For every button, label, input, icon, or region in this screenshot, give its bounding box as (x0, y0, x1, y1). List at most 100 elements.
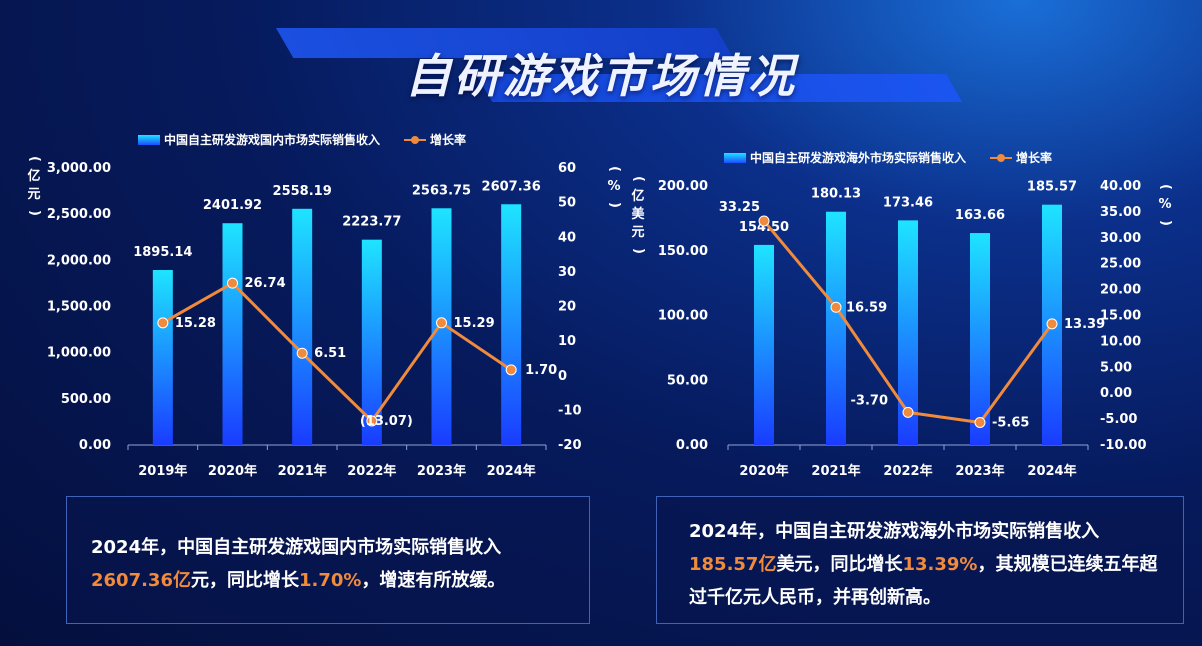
growth-rate-point (366, 415, 378, 427)
legend-chart-domestic: 中国自主研发游戏国内市场实际销售收入 增长率 (138, 131, 466, 148)
x-tick-label: 2021年 (811, 463, 860, 479)
legend-line-swatch (404, 135, 427, 144)
growth-rate-point (227, 277, 238, 289)
bar (826, 211, 846, 445)
growth-rate-point (974, 416, 986, 428)
y-axis-unit-left: (亿元) (27, 156, 42, 216)
y-tick-label-right: 25.00 (1100, 257, 1141, 272)
y-tick-label-left: 100.00 (658, 309, 708, 324)
legend-bar-label: 中国自主研发游戏海外市场实际销售收入 (750, 151, 967, 165)
y-axis-unit-right: (%) (1158, 184, 1173, 226)
y-tick-label-right: 10.00 (1100, 334, 1141, 349)
caption-highlight: 13.39% (902, 554, 978, 575)
caption-highlight: 185.57亿 (689, 554, 777, 575)
growth-rate-label: -3.70 (851, 393, 888, 408)
y-tick-label-left: 0.00 (676, 438, 708, 453)
bar-value-label: 180.13 (811, 187, 861, 202)
bar (152, 270, 173, 445)
legend-bar-swatch (138, 134, 160, 145)
bar (898, 220, 918, 445)
y-tick-label-right: 15.00 (1100, 309, 1141, 324)
y-tick-label-left: 200.00 (658, 179, 708, 194)
y-tick-label-right: 20 (558, 300, 576, 315)
y-tick-label-right: 40 (558, 230, 576, 245)
y-tick-label-left: 1,500.00 (47, 300, 111, 315)
growth-rate-point (830, 301, 842, 313)
y-tick-label-right: 10 (558, 334, 576, 349)
y-tick-label-right: -10.00 (1100, 438, 1147, 453)
growth-rate-point (902, 406, 914, 418)
legend-line-swatch (990, 153, 1013, 162)
growth-rate-label: 16.59 (846, 300, 887, 315)
legend-chart-overseas: 中国自主研发游戏海外市场实际销售收入 增长率 (724, 149, 1052, 166)
y-tick-label-left: 3,000.00 (47, 161, 111, 176)
caption-highlight: 2607.36亿 (91, 570, 191, 591)
x-tick-label: 2023年 (955, 463, 1004, 479)
legend-bar-label: 中国自主研发游戏国内市场实际销售收入 (164, 133, 381, 147)
bar-value-label: 163.66 (955, 208, 1005, 223)
bar-value-label: 2563.75 (412, 183, 471, 198)
y-tick-label-right: 35.00 (1100, 205, 1141, 220)
x-tick-label: 2021年 (278, 463, 327, 479)
y-axis-unit-left: (亿美元) (631, 176, 646, 254)
y-tick-label-right: 50 (558, 196, 576, 211)
y-tick-label-right: 30.00 (1100, 231, 1141, 246)
y-axis-unit-right: (%) (607, 166, 622, 208)
caption-text: ，增速有所放缓。 (361, 570, 506, 591)
legend-line-label: 增长率 (1016, 151, 1053, 165)
y-tick-label-left: 150.00 (658, 244, 708, 259)
bar (501, 204, 522, 445)
bar (292, 208, 313, 445)
growth-rate-point (1046, 318, 1058, 330)
y-tick-label-left: 500.00 (61, 392, 111, 407)
x-tick-label: 2022年 (883, 463, 932, 479)
caption-text: 美元，同比增长 (776, 554, 903, 575)
bar-value-label: 2607.36 (482, 179, 541, 194)
y-tick-label-left: 1,000.00 (47, 346, 111, 361)
caption-text: 2024年，中国自主研发游戏国内市场实际销售收入 (91, 537, 502, 558)
caption-domestic: 2024年，中国自主研发游戏国内市场实际销售收入 2607.36亿元，同比增长1.… (66, 496, 590, 624)
y-tick-label-left: 0.00 (79, 438, 111, 453)
growth-rate-label: 13.39 (1064, 317, 1105, 332)
y-tick-label-right: 0.00 (1100, 386, 1132, 401)
growth-rate-label: 33.25 (719, 200, 760, 215)
growth-rate-label: (13.07) (360, 414, 413, 429)
x-tick-label: 2020年 (739, 463, 788, 479)
y-tick-label-right: 60 (558, 161, 576, 176)
y-tick-label-left: 2,000.00 (47, 253, 111, 268)
bar (970, 233, 990, 445)
bar (222, 223, 243, 445)
growth-rate-label: -5.65 (992, 415, 1029, 430)
bar-value-label: 173.46 (883, 195, 933, 210)
growth-rate-label: 26.74 (245, 276, 286, 291)
growth-rate-point (505, 364, 517, 376)
bar-value-label: 2401.92 (203, 198, 262, 213)
y-tick-label-right: 5.00 (1100, 360, 1132, 375)
bar-value-label: 154.50 (739, 220, 789, 235)
y-tick-label-left: 50.00 (667, 373, 708, 388)
growth-rate-label: 6.51 (314, 346, 346, 361)
legend-bar-swatch (724, 152, 746, 163)
page-title: 自研游戏市场情况 (405, 49, 797, 103)
growth-rate-point (296, 347, 308, 359)
caption-text: ，其规模已连续五年超过千亿元人民币，并再创新高。 (689, 554, 1158, 608)
y-tick-label-right: 20.00 (1100, 283, 1141, 298)
x-tick-label: 2022年 (347, 463, 396, 479)
x-tick-label: 2020年 (208, 463, 257, 479)
x-tick-label: 2024年 (1027, 463, 1076, 479)
y-tick-label-right: 30 (558, 265, 576, 280)
growth-rate-point (758, 215, 770, 227)
y-tick-label-right: -20 (558, 438, 582, 453)
growth-rate-point (436, 317, 447, 329)
growth-rate-point (157, 317, 169, 329)
bar-value-label: 185.57 (1027, 180, 1077, 195)
y-tick-label-right: 40.00 (1100, 179, 1141, 194)
growth-rate-label: 1.70 (525, 363, 557, 378)
legend-line-label: 增长率 (430, 133, 467, 147)
caption-highlight: 1.70% (298, 570, 362, 591)
bar (361, 239, 382, 445)
y-tick-label-right: 0 (558, 369, 567, 384)
x-tick-label: 2019年 (138, 463, 187, 479)
